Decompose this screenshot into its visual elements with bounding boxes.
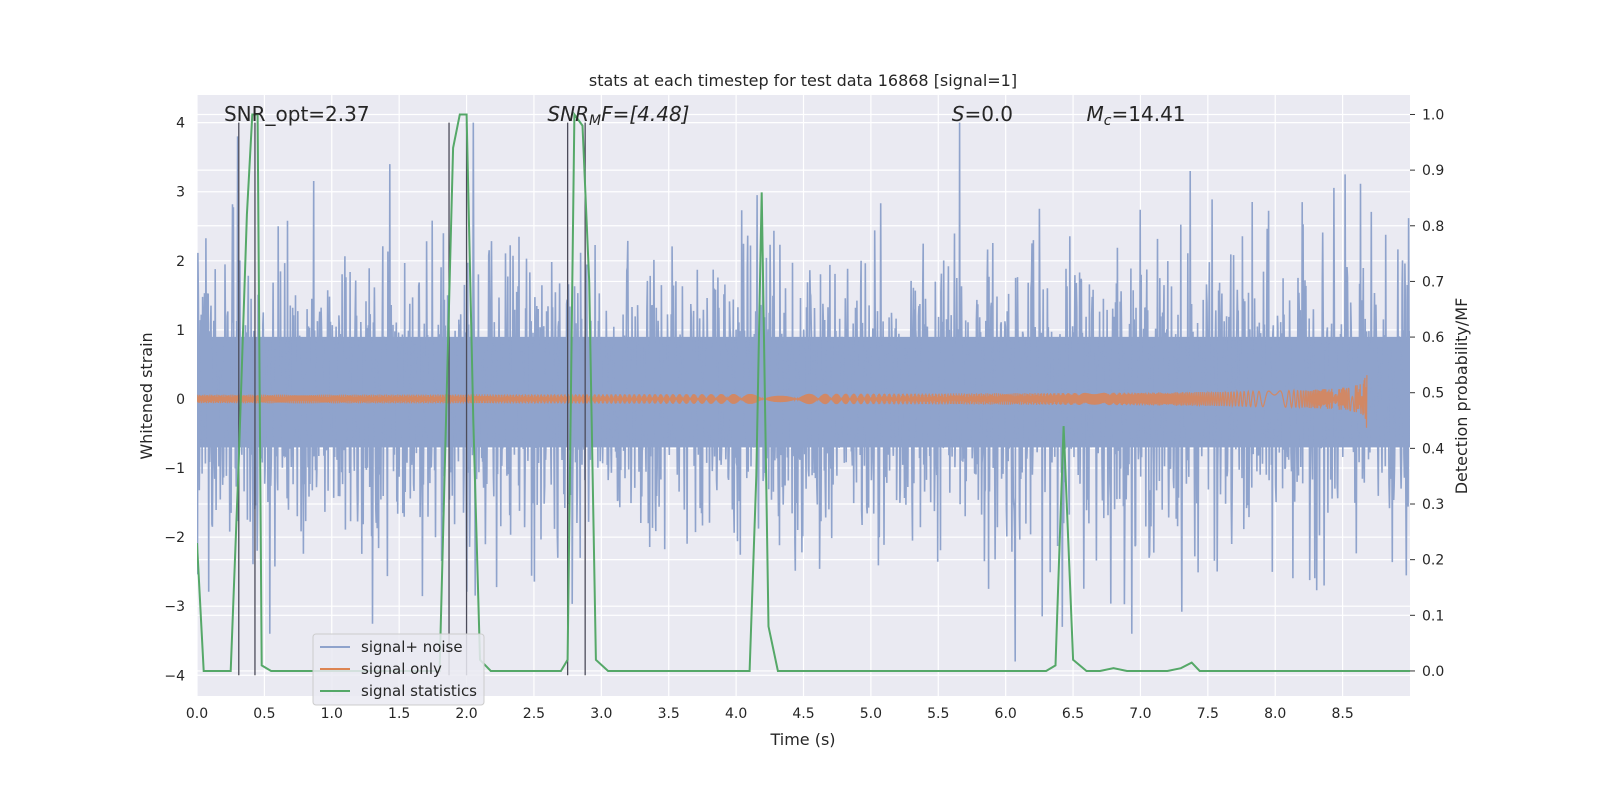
x-tick-label: 1.5 <box>388 706 410 722</box>
x-tick-label: 5.5 <box>927 706 949 722</box>
x-tick-label: 1.0 <box>321 706 343 722</box>
snr-mf-rest: F=[4.48] <box>601 102 689 126</box>
annotation-s: S=0.0 <box>952 102 1013 126</box>
y-left-tick-label: −3 <box>164 599 185 615</box>
mc-subscript: c <box>1104 113 1112 129</box>
signal-only-series <box>197 375 1368 428</box>
signal-only-line <box>197 375 1368 428</box>
y-axis-label-left: Whitened strain <box>137 332 156 459</box>
legend-label-noise: signal+ noise <box>361 638 463 656</box>
y-right-tick-label: 0.8 <box>1422 219 1444 235</box>
vertical-markers <box>238 122 586 676</box>
x-tick-label: 2.0 <box>455 706 477 722</box>
y-right-tick-label: 0.7 <box>1422 274 1444 290</box>
x-axis-label: Time (s) <box>769 730 835 749</box>
y-right-tick-label: 0.0 <box>1422 664 1444 680</box>
noise-series <box>197 122 1410 662</box>
y-right-tick-label: 0.1 <box>1422 608 1444 624</box>
y-left-axis-ticks: −4 −3 −2 −1 0 1 2 3 4 <box>164 116 185 685</box>
y-left-tick-label: −2 <box>164 530 185 546</box>
snr-mf-symbol: SNR <box>547 102 589 126</box>
x-tick-label: 4.5 <box>792 706 814 722</box>
y-left-tick-label: 1 <box>176 323 185 339</box>
x-tick-label: 7.0 <box>1129 706 1151 722</box>
mc-rest: =14.41 <box>1112 102 1186 126</box>
x-tick-label: 0.0 <box>186 706 208 722</box>
x-tick-label: 8.5 <box>1331 706 1353 722</box>
mc-symbol: M <box>1087 102 1104 126</box>
x-tick-label: 3.5 <box>658 706 680 722</box>
x-tick-label: 0.5 <box>253 706 275 722</box>
legend-label-stats: signal statistics <box>361 682 477 700</box>
s-rest: =0.0 <box>964 102 1013 126</box>
x-tick-label: 8.0 <box>1264 706 1286 722</box>
y-left-tick-label: −1 <box>164 461 185 477</box>
signal-statistics-series <box>197 111 1410 672</box>
annotation-snr-opt: SNR_opt=2.37 <box>224 102 370 126</box>
x-axis-ticks: 0.0 0.5 1.0 1.5 2.0 2.5 3.0 3.5 4.0 4.5 5.0 5.5 6.0 6… <box>186 706 1354 722</box>
y-right-tick-label: 0.4 <box>1422 441 1444 457</box>
x-tick-label: 7.5 <box>1197 706 1219 722</box>
legend: signal+ noise signal only signal statist… <box>312 633 485 706</box>
x-tick-label: 5.0 <box>860 706 882 722</box>
y-right-tick-label: 0.5 <box>1422 386 1444 402</box>
chart-title: stats at each timestep for test data 168… <box>589 71 1017 90</box>
s-symbol: S <box>952 102 965 126</box>
y-right-tick-label: 0.9 <box>1422 163 1444 179</box>
snr-mf-subscript: M <box>589 113 601 129</box>
x-tick-label: 4.0 <box>725 706 747 722</box>
y-right-tick-label: 1.0 <box>1422 107 1444 123</box>
legend-box <box>312 633 485 706</box>
legend-label-signal: signal only <box>361 660 442 678</box>
y-left-tick-label: −4 <box>164 668 185 684</box>
x-tick-label: 6.0 <box>995 706 1017 722</box>
y-left-tick-label: 3 <box>176 185 185 201</box>
x-tick-label: 3.0 <box>590 706 612 722</box>
y-right-tick-label: 0.6 <box>1422 330 1444 346</box>
x-tick-label: 6.5 <box>1062 706 1084 722</box>
annotation-mc: Mc=14.41 <box>1087 102 1186 129</box>
noise-line <box>197 122 1410 662</box>
y-left-tick-label: 4 <box>176 116 185 132</box>
signal-statistics-line <box>197 111 1410 672</box>
x-tick-label: 2.5 <box>523 706 545 722</box>
y-right-tick-label: 0.3 <box>1422 497 1444 513</box>
y-right-tick-label: 0.2 <box>1422 553 1444 569</box>
y-right-axis-ticks: 0.0 0.1 0.2 0.3 0.4 0.5 0.6 0.7 0.8 0.9 1.0 <box>1410 107 1444 680</box>
y-left-tick-label: 0 <box>176 392 185 408</box>
annotation-snr-mf: SNRMF=[4.48] <box>547 102 689 129</box>
y-left-tick-label: 2 <box>176 254 185 270</box>
y-axis-label-right: Detection probability/MF <box>1452 298 1471 495</box>
